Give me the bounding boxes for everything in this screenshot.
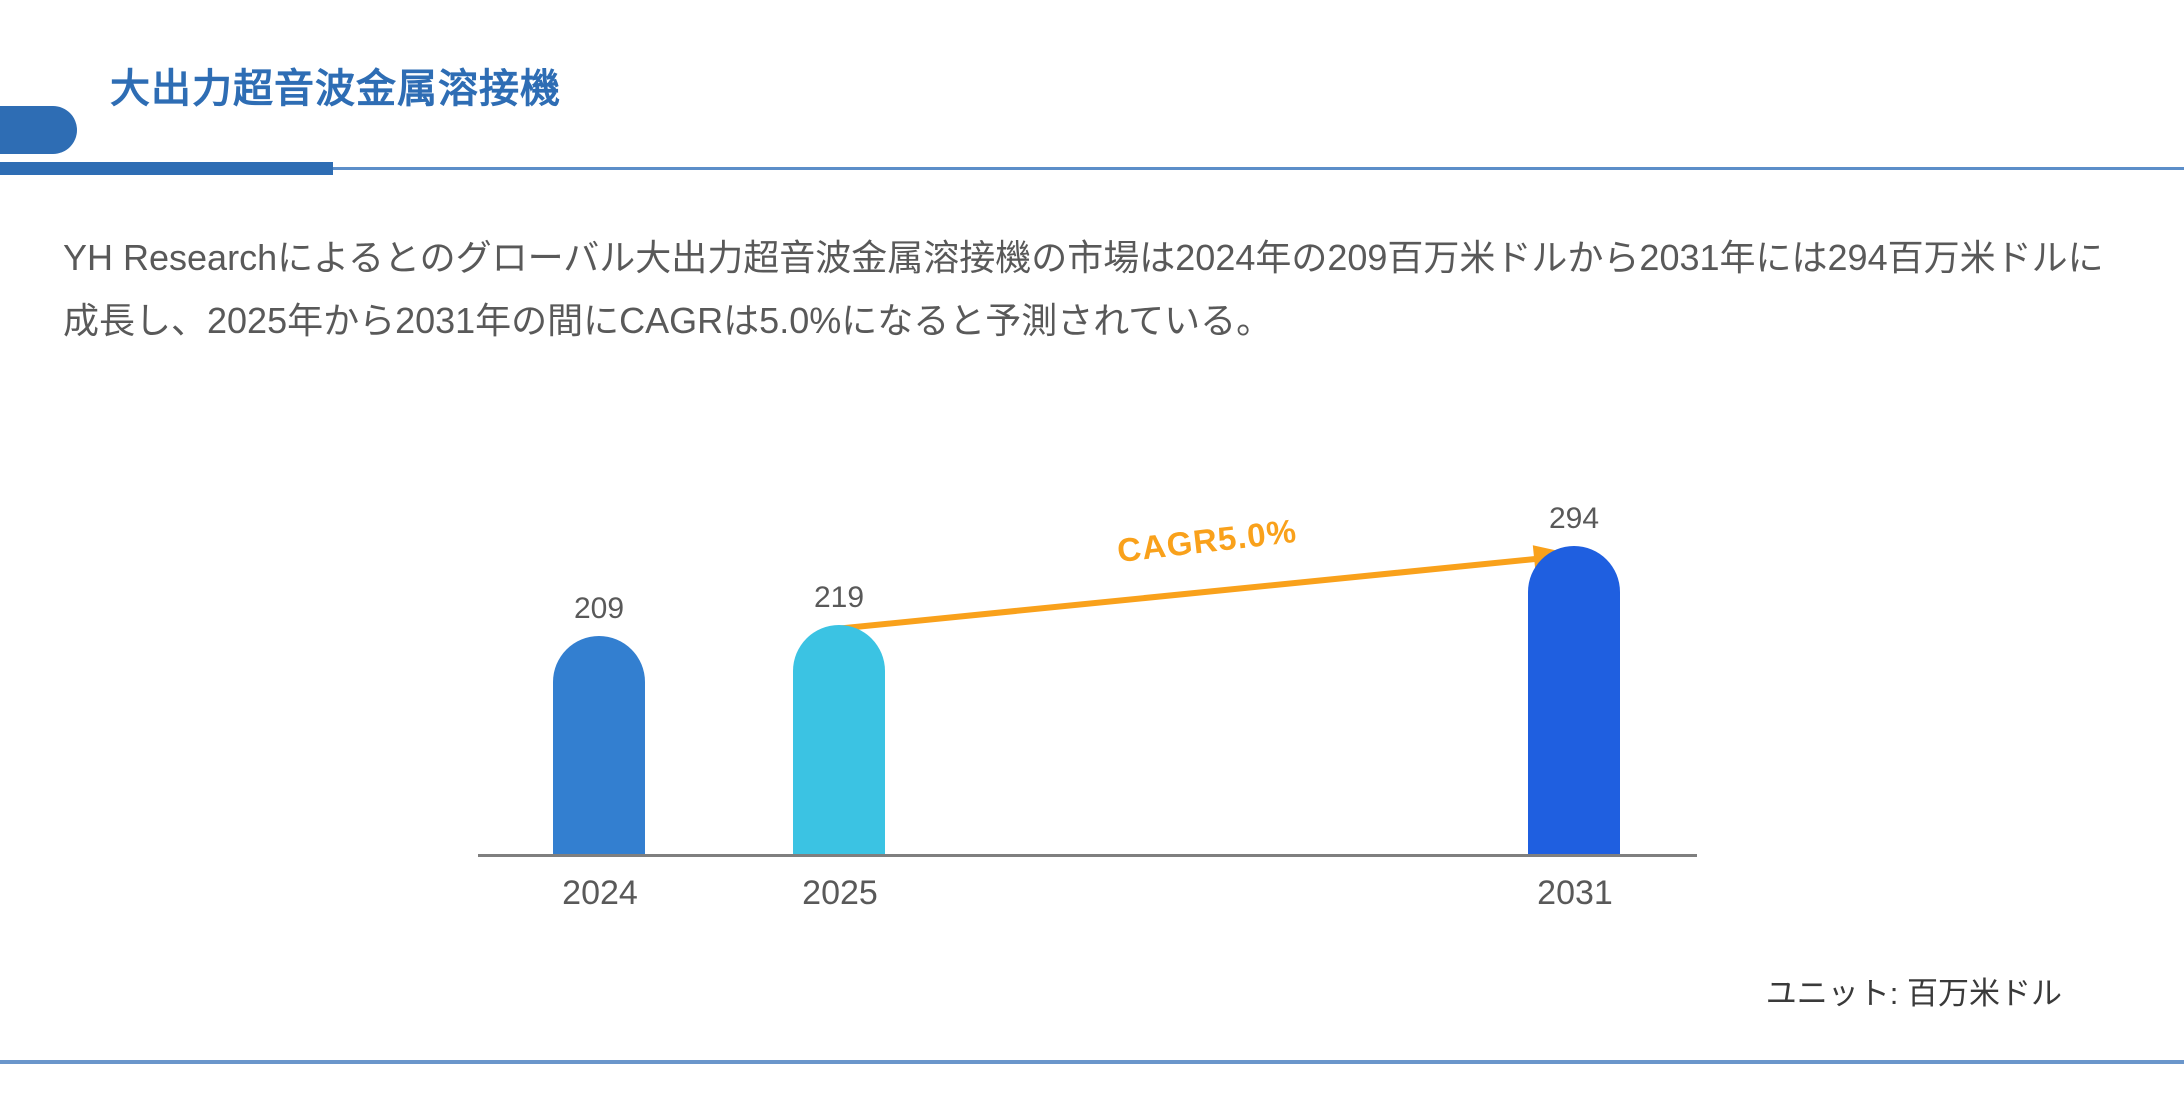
x-axis-line — [478, 854, 1697, 857]
cagr-arrow-line — [832, 555, 1548, 632]
bar-value-2031: 294 — [1548, 502, 1600, 535]
bottom-border-rule — [0, 1060, 2184, 1064]
page-title: 大出力超音波金属溶接機 — [110, 67, 561, 111]
title-underline-thick — [0, 162, 333, 175]
bar-value-2024: 209 — [573, 592, 625, 625]
unit-label: ユニット: 百万米ドル — [1765, 976, 2062, 1011]
bar-2025 — [793, 625, 885, 855]
x-tick-2031: 2031 — [1537, 874, 1613, 912]
bar-2031 — [1528, 546, 1620, 855]
title-accent-pill — [0, 106, 77, 154]
cagr-annotation: CAGR5.0% — [1115, 511, 1299, 570]
market-summary-text: YH Researchによるとのグローバル大出力超音波金属溶接機の市場は2024… — [63, 237, 2104, 341]
x-tick-2024: 2024 — [562, 874, 638, 912]
x-tick-2025: 2025 — [802, 874, 878, 912]
title-underline-thin — [0, 167, 2184, 170]
bar-2024 — [553, 636, 645, 855]
bar-value-2025: 219 — [813, 581, 865, 614]
